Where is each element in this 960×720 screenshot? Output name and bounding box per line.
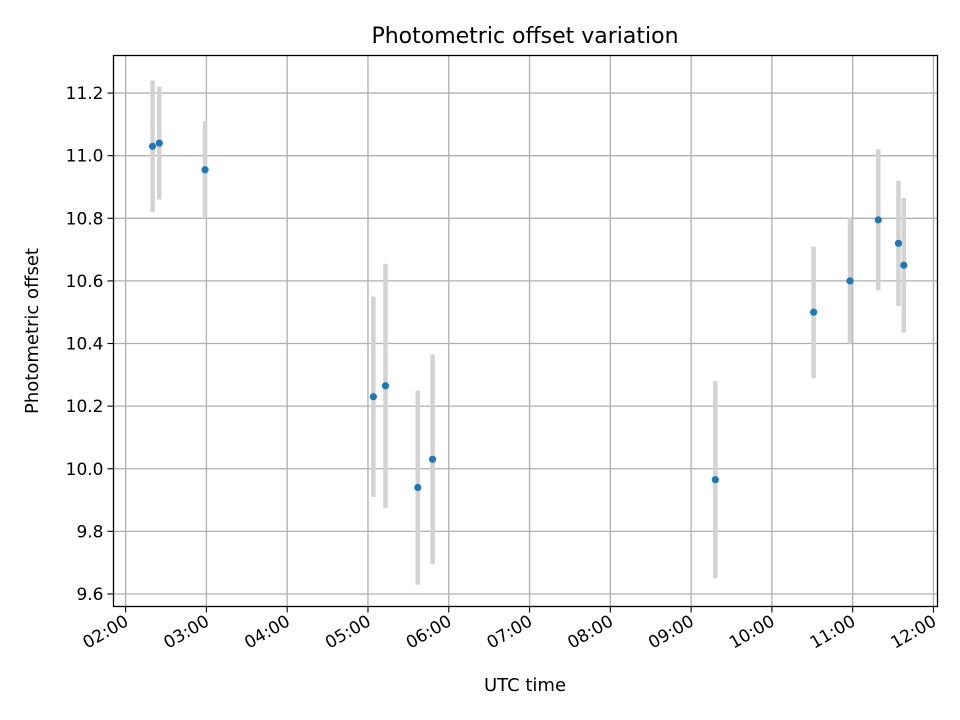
y-tick-label: 10.0 — [66, 460, 104, 480]
y-tick-label: 11.2 — [66, 84, 104, 104]
data-point — [894, 239, 903, 247]
y-tick-label: 11.0 — [66, 147, 104, 167]
y-axis-label: Photometric offset — [22, 248, 43, 414]
data-point — [381, 382, 390, 390]
x-axis-label: UTC time — [484, 675, 566, 696]
y-tick-label: 10.2 — [66, 397, 104, 417]
data-point — [201, 166, 209, 174]
y-tick-label: 10.4 — [66, 335, 104, 355]
data-point — [155, 139, 163, 147]
data-point — [369, 393, 377, 401]
y-tick-label: 10.8 — [66, 209, 104, 229]
data-point — [414, 483, 422, 492]
data-point — [810, 308, 818, 316]
y-tick-label: 9.6 — [76, 585, 103, 605]
y-axis-ticks: 9.6 9.8 10.0 10.2 10.4 10.6 10.8 11.0 11.2 — [66, 84, 114, 605]
data-point — [900, 261, 908, 269]
y-tick-label: 9.8 — [76, 522, 103, 542]
data-point — [711, 476, 719, 484]
y-tick-label: 10.6 — [66, 272, 104, 292]
chart-title: Photometric offset variation — [371, 24, 678, 49]
plot-frame — [112, 54, 939, 608]
data-point — [148, 142, 157, 150]
grid-lines — [113, 55, 938, 607]
data-point — [874, 216, 882, 224]
data-points — [148, 139, 908, 492]
data-point — [846, 277, 854, 285]
data-point — [428, 455, 437, 463]
